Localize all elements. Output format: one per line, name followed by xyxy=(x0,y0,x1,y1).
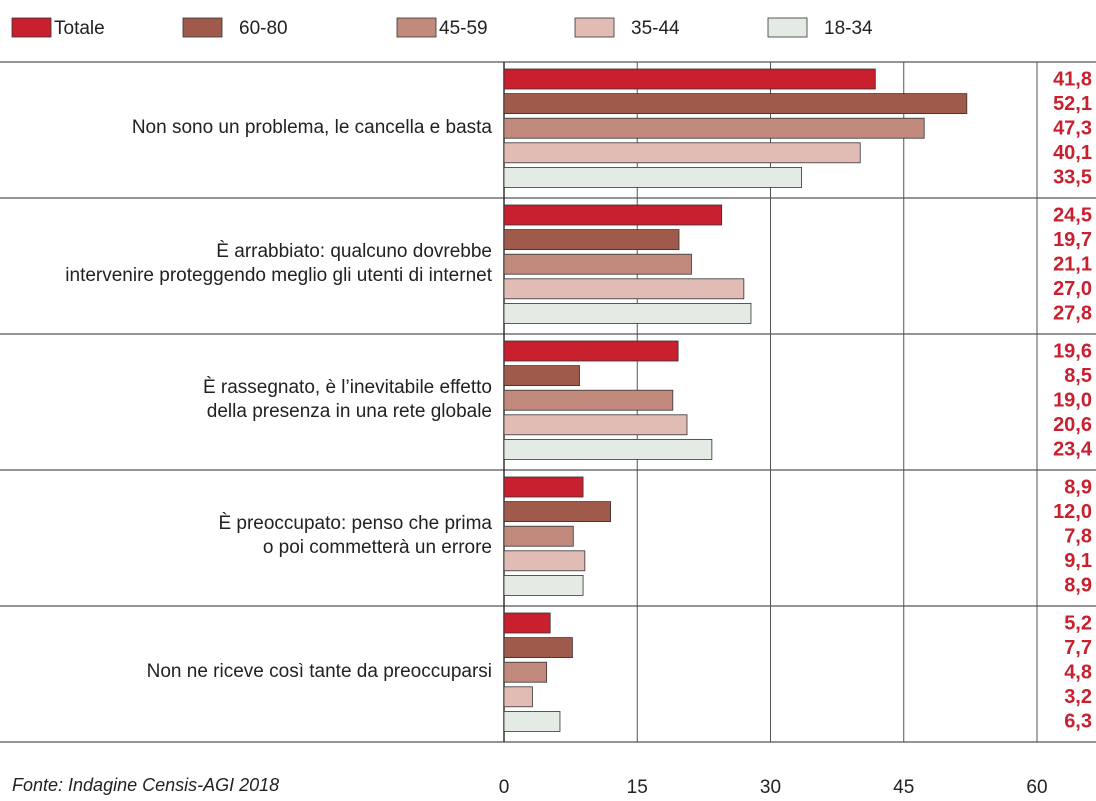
value-label: 20,6 xyxy=(1053,414,1092,436)
source: Fonte: Indagine Censis-AGI 2018 xyxy=(12,775,279,795)
legend-label: 18-34 xyxy=(824,18,873,39)
value-label: 7,8 xyxy=(1064,525,1092,547)
value-label: 5,2 xyxy=(1064,612,1092,634)
legend-label: 35-44 xyxy=(631,18,680,39)
bar xyxy=(503,550,586,572)
legend-label: 60-80 xyxy=(239,18,288,39)
legend-label: Totale xyxy=(54,18,105,39)
bar xyxy=(503,142,861,164)
bar xyxy=(503,525,574,547)
category-label: È arrabbiato: qualcuno dovrebbe interven… xyxy=(65,241,492,286)
x-tick-label: 45 xyxy=(893,777,914,798)
legend-swatch xyxy=(574,17,615,38)
value-label: 8,9 xyxy=(1064,476,1092,498)
bar xyxy=(503,711,561,732)
category-label: È rassegnato, è l’inevitabile effetto de… xyxy=(202,377,492,422)
bar xyxy=(503,166,802,188)
bar xyxy=(503,278,745,300)
x-tick-label: 60 xyxy=(1026,777,1047,798)
bar xyxy=(503,661,548,683)
bar xyxy=(503,117,925,139)
legend-label: 45-59 xyxy=(439,18,488,39)
value-label: 33,5 xyxy=(1053,167,1092,189)
legend-swatch xyxy=(11,17,52,38)
bar xyxy=(503,68,876,90)
value-label: 7,7 xyxy=(1064,637,1092,659)
bar xyxy=(503,476,584,498)
value-label: 4,8 xyxy=(1064,661,1092,683)
value-label: 41,8 xyxy=(1053,68,1092,90)
value-label: 8,9 xyxy=(1064,575,1092,597)
value-label: 19,7 xyxy=(1053,229,1092,251)
value-label: 23,4 xyxy=(1053,439,1093,461)
bar xyxy=(503,686,533,708)
category-label: Non ne riceve così tante da preoccuparsi xyxy=(146,661,492,682)
bar xyxy=(503,204,723,226)
legend-swatch xyxy=(182,17,223,38)
bar xyxy=(503,253,692,275)
value-label: 27,8 xyxy=(1053,303,1092,325)
value-label: 6,3 xyxy=(1064,711,1092,733)
x-tick-label: 0 xyxy=(499,777,510,798)
bar xyxy=(503,302,752,324)
bar xyxy=(503,93,968,114)
bar xyxy=(503,340,679,362)
value-label: 9,1 xyxy=(1064,550,1092,572)
value-label: 19,6 xyxy=(1053,340,1092,362)
bar xyxy=(503,575,584,596)
value-label: 24,5 xyxy=(1053,204,1092,226)
bar xyxy=(503,365,580,387)
value-label: 21,1 xyxy=(1053,253,1092,275)
bar xyxy=(503,389,674,411)
value-label: 40,1 xyxy=(1053,142,1092,164)
bar xyxy=(503,612,551,634)
bar xyxy=(503,229,680,251)
value-label: 3,2 xyxy=(1064,686,1092,708)
category-label: Non sono un problema, le cancella e bast… xyxy=(131,117,492,138)
value-label: 27,0 xyxy=(1053,278,1092,300)
x-tick-label: 30 xyxy=(760,777,781,798)
value-label: 12,0 xyxy=(1053,501,1092,523)
value-label: 19,0 xyxy=(1053,389,1092,411)
bar xyxy=(503,637,573,658)
value-label: 52,1 xyxy=(1053,93,1092,115)
bar xyxy=(503,438,713,460)
category-label: È preoccupato: penso che prima o poi com… xyxy=(218,513,492,558)
x-tick-label: 15 xyxy=(627,777,648,798)
legend-swatch xyxy=(767,17,808,38)
bar xyxy=(503,501,611,523)
value-label: 47,3 xyxy=(1053,117,1092,139)
value-label: 8,5 xyxy=(1064,365,1092,387)
bar xyxy=(503,414,688,436)
legend-swatch xyxy=(396,17,437,38)
